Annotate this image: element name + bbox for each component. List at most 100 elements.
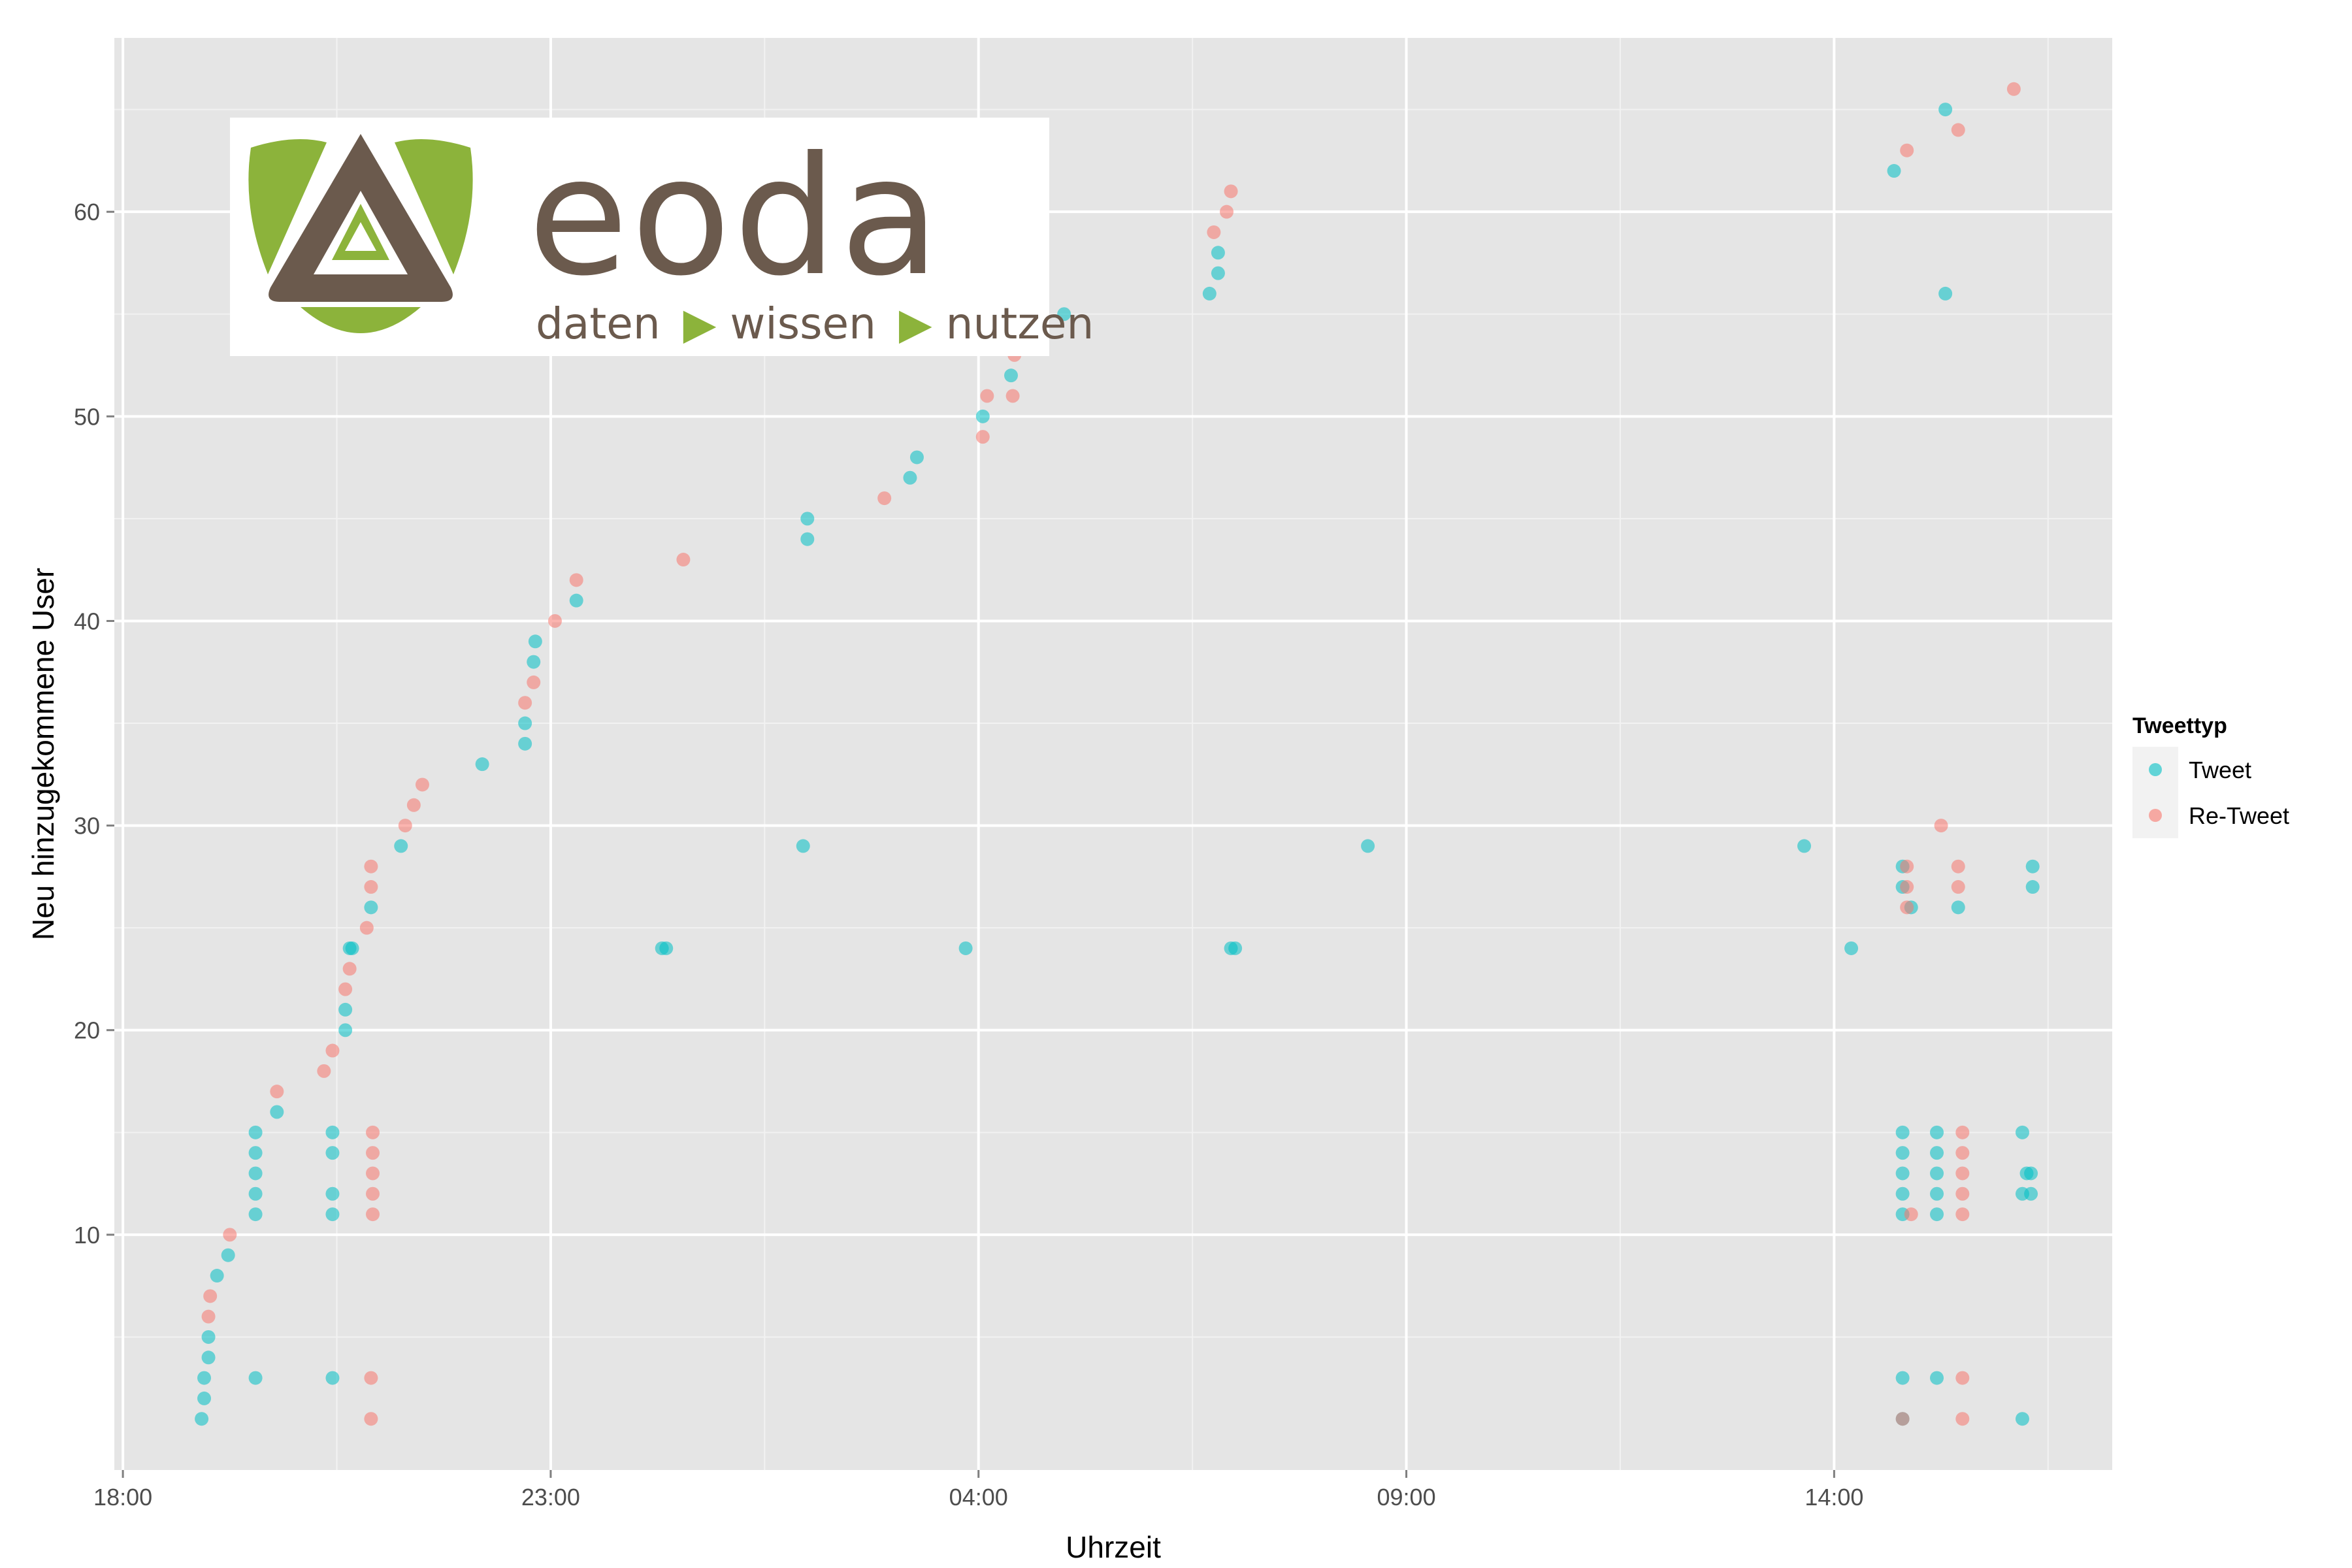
data-point-retweet [364, 1371, 378, 1385]
data-point-retweet [1900, 880, 1914, 894]
x-axis-ticks: 18:00 23:00 04:00 09:00 14:00 [93, 1470, 1863, 1511]
data-point-tweet [475, 757, 489, 772]
data-point-tweet [1202, 286, 1217, 301]
data-point-tweet [1895, 1146, 1910, 1160]
data-point-retweet [338, 982, 353, 996]
minor-gridlines [114, 38, 2112, 1470]
data-point-tweet [1930, 1166, 1944, 1181]
data-point-retweet [366, 1166, 380, 1181]
data-point-tweet [1951, 900, 1965, 915]
data-point-retweet [1224, 184, 1238, 199]
major-gridlines [114, 38, 2112, 1470]
data-point-tweet [1895, 1371, 1910, 1385]
data-point-tweet [1930, 1125, 1944, 1139]
data-point-retweet [366, 1186, 380, 1201]
data-point-retweet [366, 1146, 380, 1160]
data-point-tweet [248, 1125, 263, 1139]
data-point-tweet [210, 1269, 224, 1283]
y-axis-title: Neu hinzugekommene User [26, 568, 60, 940]
legend-label-retweet: Re-Tweet [2189, 802, 2289, 829]
data-point-tweet [201, 1350, 216, 1365]
data-point-retweet [366, 1207, 380, 1222]
data-point-tweet [1228, 941, 1243, 955]
data-points [195, 82, 2040, 1426]
data-point-tweet [1057, 307, 1071, 321]
data-point-retweet [398, 819, 412, 833]
data-point-tweet [796, 839, 810, 853]
data-point-tweet [1895, 1125, 1910, 1139]
data-point-tweet [1887, 164, 1901, 178]
data-point-retweet [1005, 389, 1020, 403]
data-point-tweet [338, 1023, 353, 1037]
data-point-retweet [325, 1043, 340, 1058]
data-point-tweet [270, 1105, 284, 1119]
data-point-retweet [1900, 143, 1914, 157]
data-point-retweet [1900, 859, 1914, 874]
logo-triangle-icon [269, 134, 453, 302]
data-point-retweet [270, 1085, 284, 1099]
data-point-tweet [1895, 1186, 1910, 1201]
data-point-retweet [1904, 1207, 1918, 1222]
data-point-retweet [1955, 1186, 1970, 1201]
data-point-tweet [325, 1371, 340, 1385]
data-point-tweet [195, 1412, 209, 1426]
data-point-tweet [338, 1002, 353, 1017]
data-point-retweet [527, 675, 541, 689]
data-point-tweet [2015, 1125, 2029, 1139]
data-point-retweet [2006, 82, 2021, 96]
eoda-logo: eoda daten ▶ wissen ▶ nutzen [230, 118, 1094, 356]
data-point-tweet [345, 941, 359, 955]
data-point-tweet [2024, 1186, 2038, 1201]
data-point-retweet [1951, 123, 1965, 137]
data-point-retweet [1934, 819, 1948, 833]
data-point-tweet [248, 1166, 263, 1181]
data-point-retweet [1951, 880, 1965, 894]
data-point-tweet [2015, 1412, 2029, 1426]
data-point-tweet [1211, 246, 1225, 260]
data-point-tweet [909, 450, 924, 465]
data-point-tweet [197, 1391, 212, 1405]
data-point-retweet [877, 491, 892, 506]
data-point-tweet [800, 532, 815, 546]
x-tick-label: 09:00 [1377, 1484, 1436, 1511]
data-point-tweet [221, 1248, 235, 1262]
data-point-retweet [415, 777, 429, 792]
data-point-retweet [1220, 204, 1234, 219]
data-point-tweet [528, 634, 542, 649]
data-point-retweet [406, 798, 421, 812]
data-point-tweet [248, 1371, 263, 1385]
data-point-tweet [1930, 1186, 1944, 1201]
data-point-tweet [2024, 1166, 2038, 1181]
data-point-tweet [248, 1207, 263, 1222]
x-tick-label: 23:00 [521, 1484, 580, 1511]
legend-marker-retweet [2149, 809, 2162, 822]
data-point-retweet [203, 1289, 218, 1303]
data-point-retweet [1955, 1207, 1970, 1222]
x-tick-label: 04:00 [949, 1484, 1008, 1511]
data-point-tweet [248, 1186, 263, 1201]
data-point-tweet [569, 593, 583, 608]
svg-text:daten ▶ wissen: daten ▶ wissen ▶ nutzen [536, 299, 1094, 349]
logo-shield-icon [248, 139, 473, 333]
y-axis-ticks: 10 20 30 40 50 60 [74, 199, 114, 1249]
data-point-retweet [201, 1309, 216, 1324]
data-point-tweet [975, 409, 990, 423]
x-tick-label: 14:00 [1805, 1484, 1863, 1511]
data-point-retweet [547, 613, 562, 628]
data-point-retweet [569, 573, 583, 587]
logo-arrow-icon: ▶ [683, 299, 717, 349]
data-point-retweet [1955, 1166, 1970, 1181]
logo-inner-triangle-icon [332, 204, 389, 260]
data-point-retweet [1955, 1125, 1970, 1139]
y-tick-label: 10 [74, 1222, 100, 1249]
data-point-tweet [518, 736, 532, 751]
data-point-retweet [364, 1412, 378, 1426]
logo-tagline-nutzen: nutzen [946, 299, 1094, 349]
data-point-tweet [201, 1330, 216, 1344]
x-tick-label: 18:00 [93, 1484, 152, 1511]
data-point-tweet [1930, 1371, 1944, 1385]
data-point-tweet [1930, 1146, 1944, 1160]
logo-tagline-wissen: wissen [730, 299, 876, 349]
data-point-retweet [359, 921, 374, 935]
data-point-retweet [975, 430, 990, 444]
